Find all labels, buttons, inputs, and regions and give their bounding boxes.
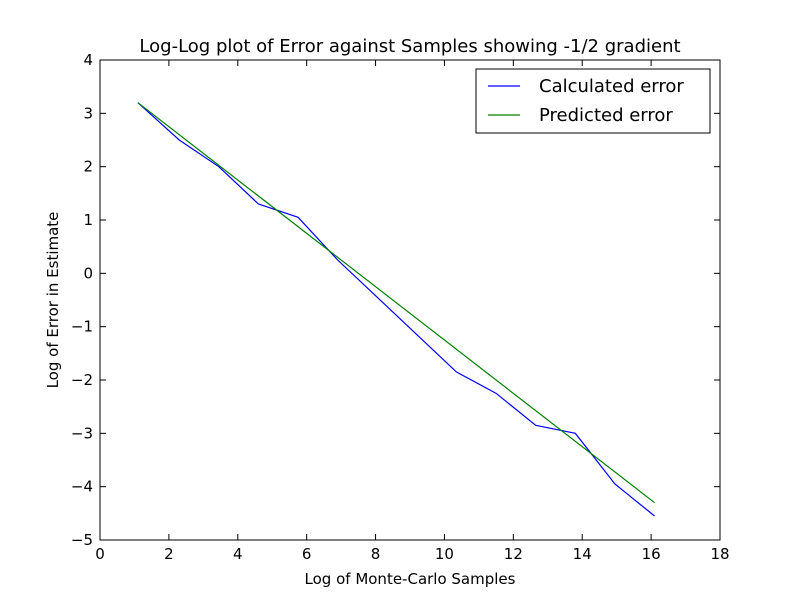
legend: Calculated error Predicted error — [475, 68, 711, 134]
y-tick-label: −1 — [71, 318, 93, 336]
legend-box — [475, 68, 711, 134]
x-tick-label: 8 — [371, 545, 381, 563]
y-tick-label: −2 — [71, 371, 93, 389]
x-tick-label: 10 — [435, 545, 454, 563]
legend-label-calculated: Calculated error — [539, 76, 684, 97]
y-tick-label: 1 — [83, 211, 93, 229]
y-tick-label: 0 — [83, 264, 93, 282]
series-layer — [137, 102, 655, 517]
x-tick-label: 4 — [233, 545, 243, 563]
chart-title: Log-Log plot of Error against Samples sh… — [139, 36, 680, 57]
y-tick-label: 2 — [83, 158, 93, 176]
y-tick-label: −3 — [71, 424, 93, 442]
y-tick-label: 3 — [83, 104, 93, 122]
y-axis-label: Log of Error in Estimate — [44, 212, 62, 389]
x-tick-label: 0 — [95, 545, 105, 563]
x-tick-label: 12 — [504, 545, 523, 563]
y-tick-label: 4 — [83, 51, 93, 69]
x-axis-label: Log of Monte-Carlo Samples — [305, 570, 516, 588]
series-line-calculated-error — [137, 102, 655, 517]
x-tick-label: 16 — [642, 545, 661, 563]
x-tick-label: 18 — [710, 545, 729, 563]
plot-frame — [99, 59, 721, 541]
legend-label-predicted: Predicted error — [539, 105, 673, 126]
x-tick-label: 6 — [302, 545, 312, 563]
y-tick-label: −4 — [71, 478, 93, 496]
series-line-predicted-error — [137, 102, 655, 504]
x-tick-label: 2 — [164, 545, 174, 563]
y-tick-label: −5 — [71, 531, 93, 549]
x-tick-label: 14 — [573, 545, 592, 563]
